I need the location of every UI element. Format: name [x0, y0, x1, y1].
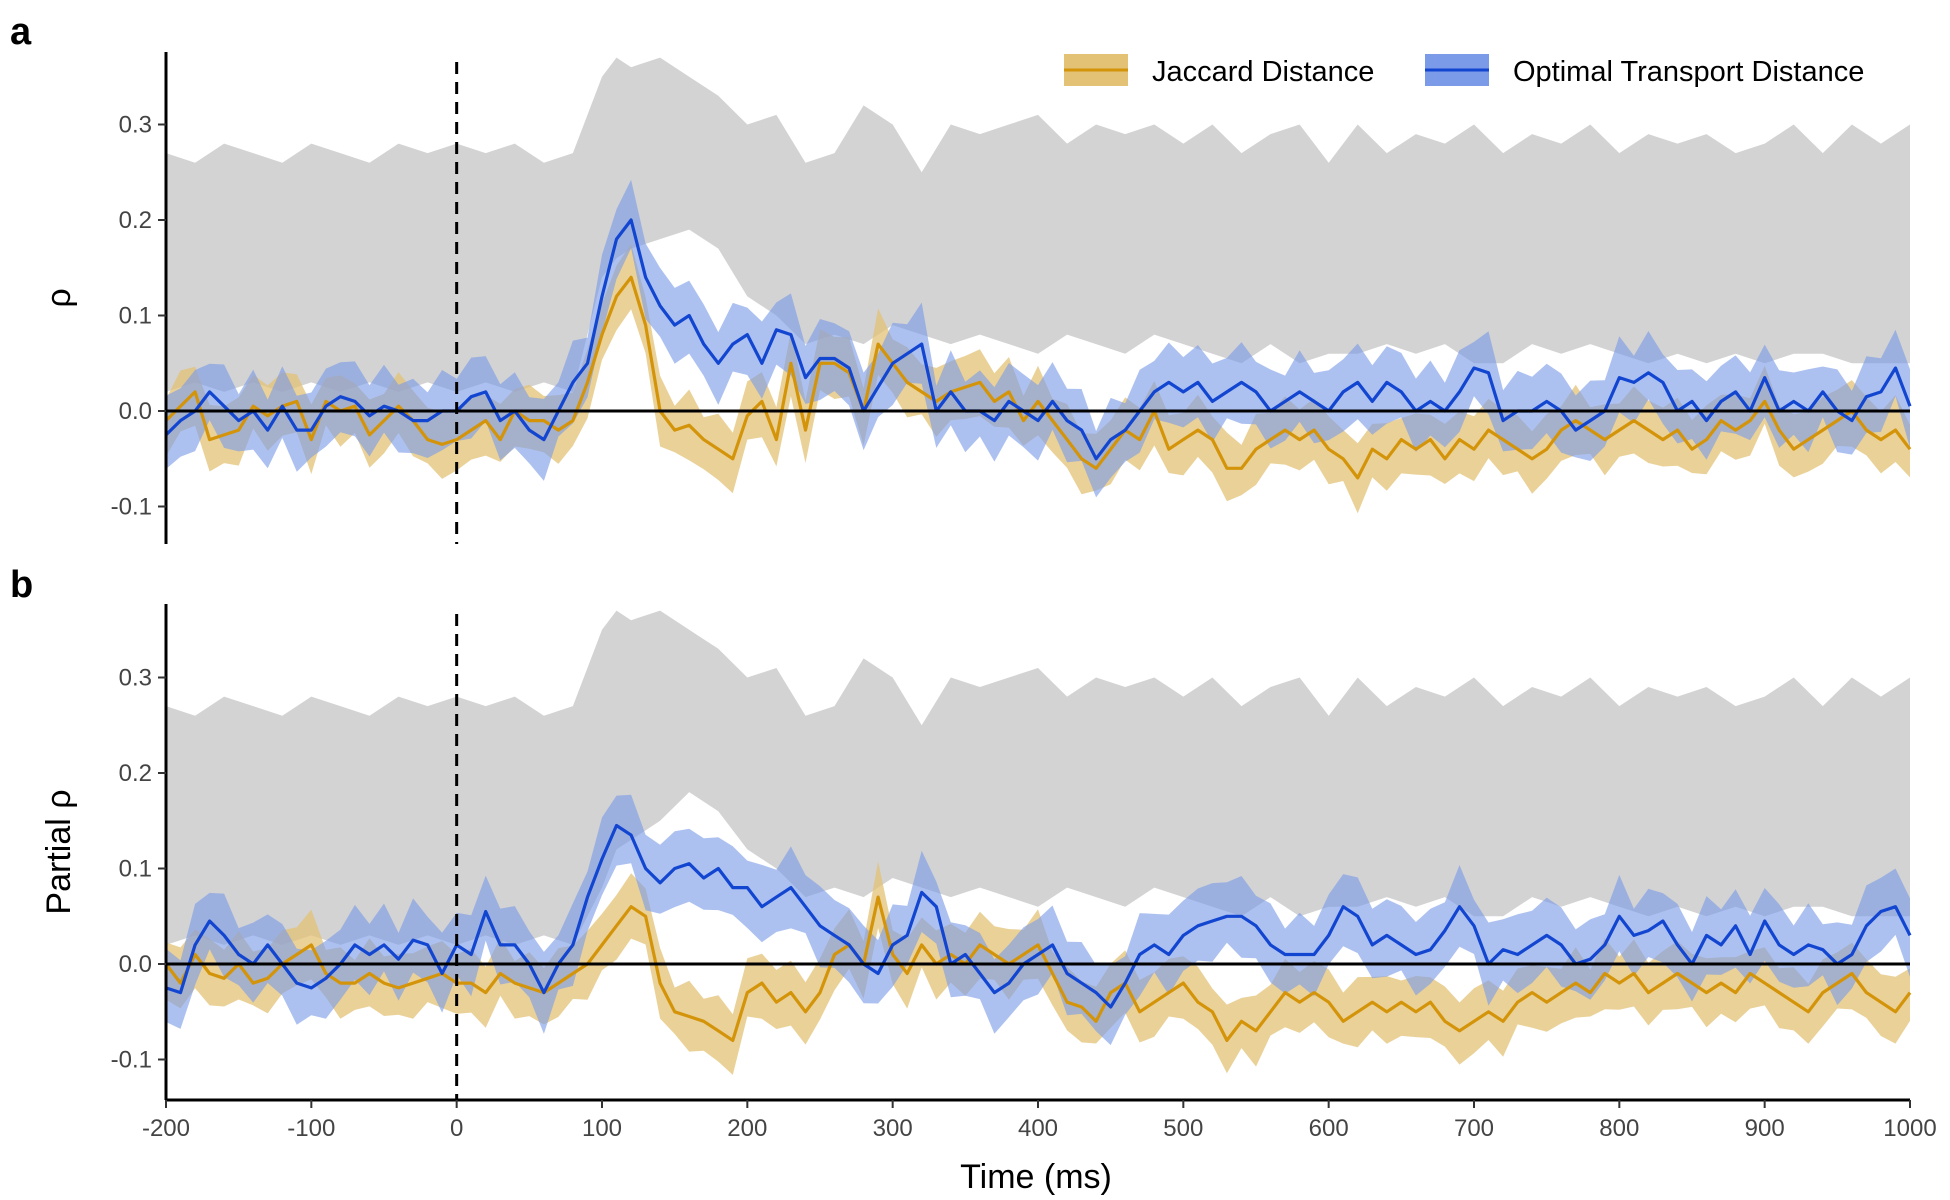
- plot-area-b: [164, 610, 1912, 1100]
- y-tick-label-a: 0.3: [119, 112, 152, 139]
- x-tick-label: -200: [142, 1115, 190, 1142]
- y-tick-label-a: 0.0: [119, 398, 152, 425]
- plot-area-a: [164, 57, 1912, 544]
- x-axis-title: Time (ms): [960, 1158, 1112, 1196]
- x-tick-label: 400: [1018, 1115, 1058, 1142]
- y-tick-label-b: 0.1: [119, 856, 152, 883]
- x-tick-label: 100: [582, 1115, 622, 1142]
- x-tick-label: 500: [1163, 1115, 1203, 1142]
- y-tick-label-a: -0.1: [111, 494, 152, 521]
- null-band: [166, 57, 1910, 392]
- legend-label-jaccard: Jaccard Distance: [1152, 56, 1374, 88]
- y-tick-label-a: 0.2: [119, 207, 152, 234]
- legend-label-optimal-transport: Optimal Transport Distance: [1513, 56, 1864, 88]
- panel-a: a ρ -0.1 0.0 0.1 0.2 0.3: [10, 11, 1912, 544]
- panel-a-label: a: [10, 11, 32, 53]
- series-line-jaccard: [164, 275, 1912, 480]
- y-tick-label-a: 0.1: [119, 303, 152, 330]
- x-tick-label: 0: [450, 1115, 463, 1142]
- x-tick-label: 200: [727, 1115, 767, 1142]
- panel-b-y-axis-title: Partial ρ: [40, 789, 78, 914]
- ci-ribbon-optimal-transport: [166, 179, 1910, 498]
- panel-b: b Partial ρ -0.1 0.0 0.1 0.2 0.3 -200 -100 0 100…: [10, 564, 1937, 1142]
- legend: Jaccard Distance Optimal Transport Dista…: [1064, 54, 1864, 88]
- y-tick-label-b: 0.2: [119, 760, 152, 787]
- y-tick-label-b: 0.0: [119, 951, 152, 978]
- x-tick-label: 300: [873, 1115, 913, 1142]
- y-tick-label-b: -0.1: [111, 1047, 152, 1074]
- x-tick-label: 800: [1599, 1115, 1639, 1142]
- x-tick-label: -100: [287, 1115, 335, 1142]
- x-tick-label: 600: [1309, 1115, 1349, 1142]
- x-tick-label: 900: [1745, 1115, 1785, 1142]
- y-tick-label-b: 0.3: [119, 665, 152, 692]
- panel-b-label: b: [10, 564, 33, 606]
- legend-item-jaccard: Jaccard Distance: [1064, 54, 1374, 88]
- x-tick-label: 700: [1454, 1115, 1494, 1142]
- panel-a-y-axis-title: ρ: [40, 288, 78, 307]
- x-tick-label: 1000: [1883, 1115, 1936, 1142]
- legend-item-optimal-transport: Optimal Transport Distance: [1425, 54, 1864, 88]
